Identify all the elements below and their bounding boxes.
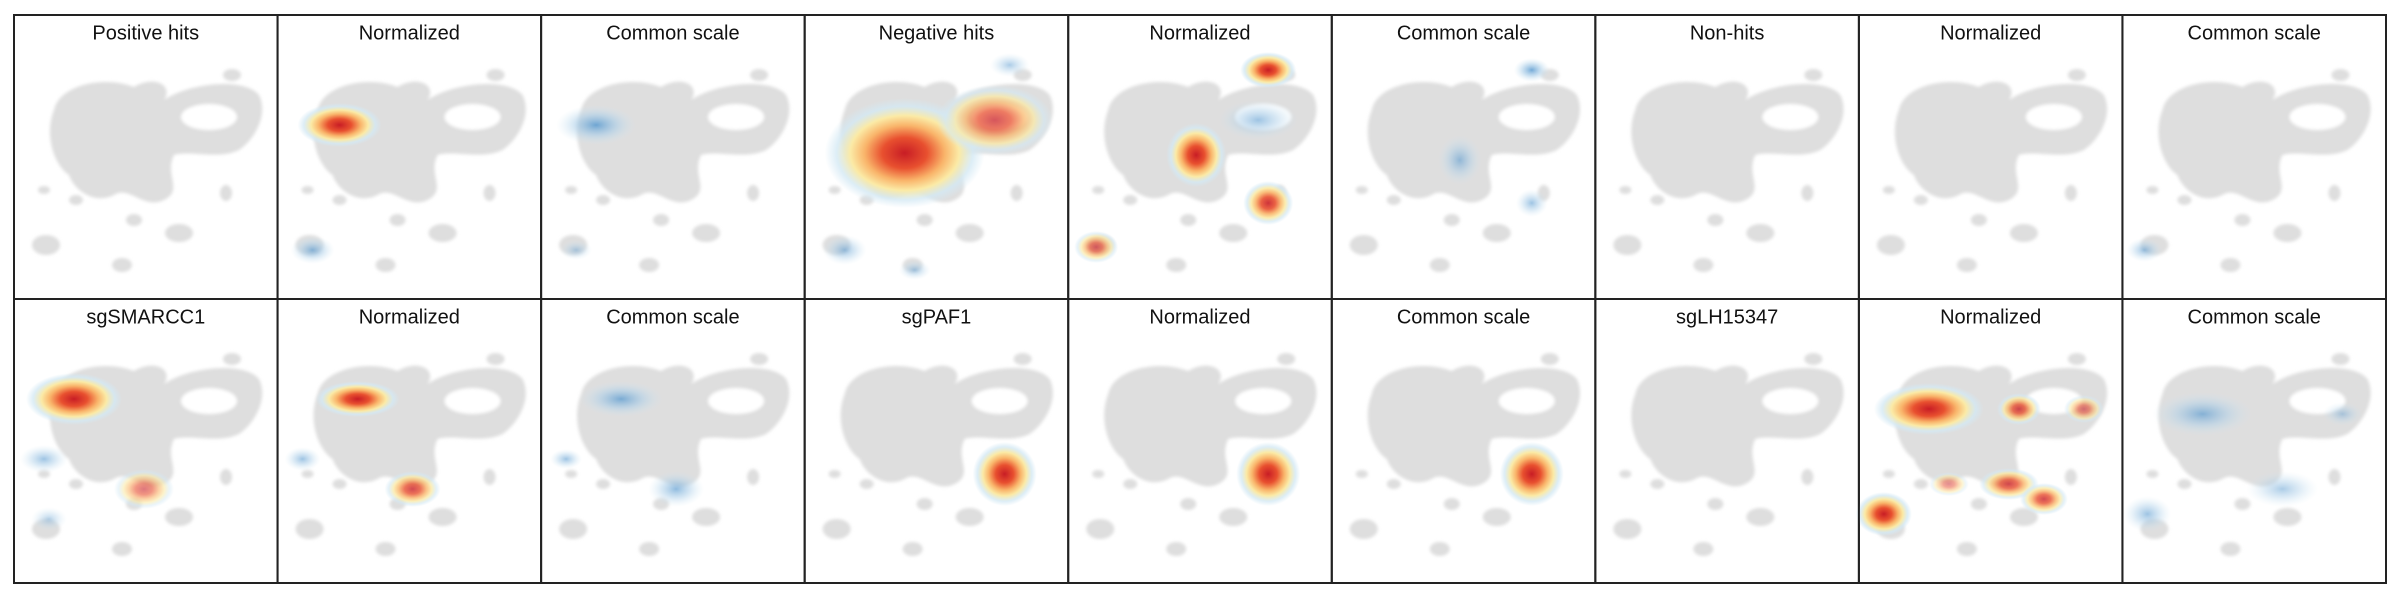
density-spot [2123,496,2172,532]
panel: sgSMARCC1 [13,298,279,584]
density-spot [1928,472,1969,496]
panel-title: Negative hits [879,22,995,44]
panel: Normalized [1067,14,1333,300]
embedding-background [1613,69,1843,272]
density-spot [290,236,335,264]
panel-title: Positive hits [92,22,199,44]
panel-title: Common scale [2188,306,2321,328]
density-spot [1499,442,1564,506]
panel: Common scale [2121,298,2387,584]
panel-title: Normalized [1149,306,1250,328]
density-spot [989,53,1030,77]
density-spot [560,240,593,260]
panel-title: Normalized [359,22,460,44]
panel-title: Common scale [2188,22,2321,44]
embedding-background [2140,353,2370,556]
embedding-background [1877,353,2107,556]
panel-title: sgSMARCC1 [86,306,205,328]
embedding-background [1877,69,2107,272]
embedding-background [559,353,789,556]
density-spot [1513,58,1550,82]
panel-border [2121,298,2387,584]
density-spot [2246,471,2319,507]
density-spot [1240,52,1297,88]
density-spot [822,235,867,265]
density-spot [1855,492,1912,536]
embedding-background [559,69,789,272]
panel-title: Normalized [1940,22,2041,44]
panel-title: Non-hits [1690,22,1764,44]
panel: Normalized [1857,14,2124,300]
density-spot [297,103,382,147]
density-spot [1074,231,1119,263]
density-spot [556,105,637,145]
density-spot [2152,392,2253,436]
density-spot [1236,442,1301,506]
density-spot [284,447,321,471]
panel: Common scale [2121,14,2387,300]
density-spot [579,381,664,417]
density-spot [20,445,68,473]
embedding-background [1613,353,1843,556]
panel-title: Normalized [1149,22,1250,44]
panel: Normalized [276,14,543,300]
density-spot [1996,393,2041,425]
density-spot [898,260,931,280]
panel: Normalized [276,298,543,584]
density-spot [1166,123,1227,187]
panel: Common scale [1330,14,1597,300]
density-spot [972,442,1037,506]
panel-title: sgPAF1 [902,306,972,328]
density-spot [2019,483,2068,515]
panel-title: Common scale [1397,306,1530,328]
panel: Negative hits [803,14,1070,300]
panel: Non-hits [1594,14,1860,300]
density-spot [1873,383,1984,435]
panel-title: Common scale [606,22,739,44]
density-spot [936,85,1053,155]
panel: sgPAF1 [803,298,1070,584]
density-spot [31,507,67,531]
density-spot [2063,395,2104,423]
density-spot [1218,100,1299,140]
panel-title: Normalized [1940,306,2041,328]
density-spot [1515,189,1548,217]
panel-title: Common scale [1397,22,1530,44]
embedding-background [32,69,262,272]
density-spot [26,373,122,425]
embedding-background [296,353,526,556]
panel: Positive hits [13,14,279,300]
panel: Normalized [1067,298,1333,584]
panel: sgLH15347 [1594,298,1860,584]
panel-title: sgLH15347 [1676,306,1778,328]
panel: Common scale [540,14,806,300]
embedding-background [2140,69,2370,272]
panel: Common scale [1330,298,1597,584]
density-spot [1243,181,1294,225]
density-spot [114,469,174,509]
panel: Normalized [1855,298,2124,584]
panel: Common scale [540,298,806,584]
density-spot [2322,402,2363,426]
density-spot [648,471,705,507]
density-spot [315,381,400,417]
density-spot [550,449,583,469]
density-spot [1437,135,1482,185]
density-spot [384,471,441,507]
density-spot [2126,238,2163,262]
panel-title: Common scale [606,306,739,328]
panel-title: Normalized [359,306,460,328]
